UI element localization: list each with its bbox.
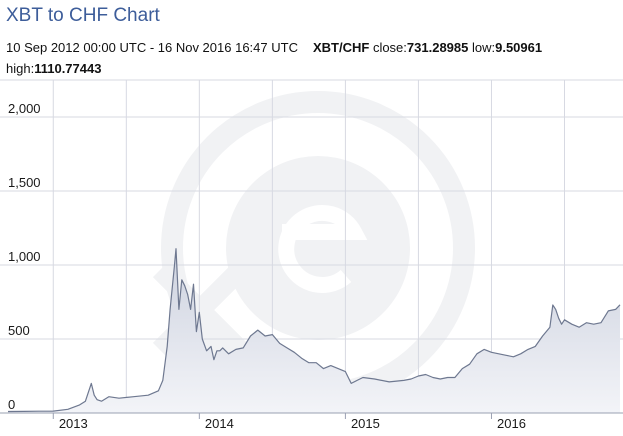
y-tick-label: 2,000 bbox=[8, 101, 41, 116]
x-tick-label: 2014 bbox=[205, 416, 234, 431]
x-tick-label: 2013 bbox=[59, 416, 88, 431]
date-range: 10 Sep 2012 00:00 UTC - 16 Nov 2016 16:4… bbox=[6, 40, 298, 55]
x-tick-label: 2016 bbox=[497, 416, 526, 431]
y-tick-label: 1,500 bbox=[8, 175, 41, 190]
y-tick-label: 0 bbox=[8, 397, 15, 412]
price-area-series bbox=[7, 248, 621, 413]
close-label: close: bbox=[372, 40, 407, 55]
series-line bbox=[7, 248, 621, 413]
chart-title: XBT to CHF Chart bbox=[6, 5, 160, 26]
currency-pair: XBT/CHF bbox=[312, 40, 370, 55]
high-label: high: bbox=[6, 61, 35, 76]
y-axis: 0 500 1,000 1,500 2,000 bbox=[8, 101, 41, 412]
high-value: 1110.77443 bbox=[34, 61, 102, 76]
x-axis: 2013 2014 2015 2016 bbox=[0, 412, 623, 431]
y-tick-label: 1,000 bbox=[8, 249, 41, 264]
low-label: low: bbox=[471, 40, 496, 55]
x-tick-label: 2015 bbox=[351, 416, 380, 431]
low-value: 9.50961 bbox=[495, 40, 543, 55]
chart-summary-line-2: high:1110.77443 bbox=[6, 61, 101, 76]
series-area bbox=[8, 248, 620, 413]
y-tick-label: 500 bbox=[8, 323, 30, 338]
close-value: 731.28985 bbox=[406, 40, 469, 55]
chart-summary-line: 10 Sep 2012 00:00 UTC - 16 Nov 2016 16:4… bbox=[6, 40, 542, 55]
